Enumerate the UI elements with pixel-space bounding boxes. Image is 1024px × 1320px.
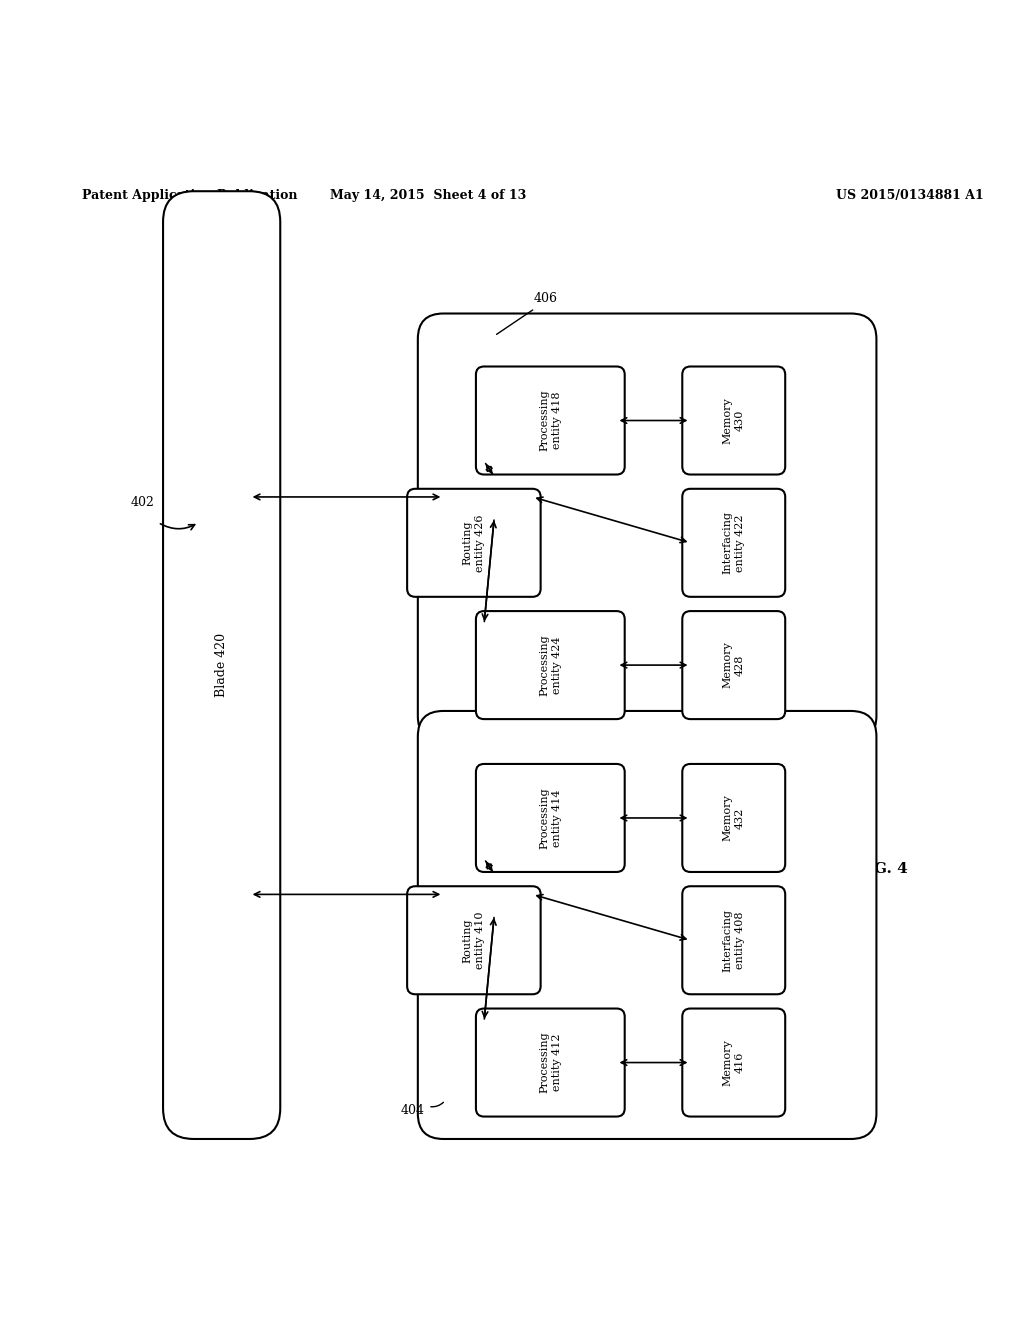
FancyBboxPatch shape	[163, 191, 281, 1139]
Text: May 14, 2015  Sheet 4 of 13: May 14, 2015 Sheet 4 of 13	[330, 189, 526, 202]
Text: Blade 420: Blade 420	[215, 634, 228, 697]
Text: 404: 404	[400, 1104, 425, 1117]
FancyBboxPatch shape	[476, 764, 625, 873]
Text: US 2015/0134881 A1: US 2015/0134881 A1	[836, 189, 983, 202]
Text: Interfacing
entity 408: Interfacing entity 408	[723, 908, 744, 972]
FancyBboxPatch shape	[418, 711, 877, 1139]
Text: Routing
entity 426: Routing entity 426	[463, 513, 485, 572]
Text: FIG. 4: FIG. 4	[856, 862, 908, 876]
Text: Interfacing
entity 422: Interfacing entity 422	[723, 511, 744, 574]
Text: 406: 406	[534, 292, 557, 305]
FancyBboxPatch shape	[682, 764, 785, 873]
Text: Routing
entity 410: Routing entity 410	[463, 912, 485, 969]
FancyBboxPatch shape	[408, 886, 541, 994]
FancyBboxPatch shape	[682, 886, 785, 994]
FancyBboxPatch shape	[682, 1008, 785, 1117]
Text: 402: 402	[131, 495, 155, 508]
FancyBboxPatch shape	[682, 367, 785, 474]
FancyBboxPatch shape	[682, 611, 785, 719]
Text: Processing
entity 414: Processing entity 414	[539, 787, 561, 849]
FancyBboxPatch shape	[408, 488, 541, 597]
FancyBboxPatch shape	[476, 1008, 625, 1117]
Text: Memory
416: Memory 416	[723, 1039, 744, 1086]
Text: Memory
428: Memory 428	[723, 642, 744, 689]
FancyBboxPatch shape	[476, 367, 625, 474]
Text: Processing
entity 418: Processing entity 418	[539, 389, 561, 451]
Text: Patent Application Publication: Patent Application Publication	[82, 189, 297, 202]
Text: Processing
entity 424: Processing entity 424	[539, 635, 561, 696]
FancyBboxPatch shape	[476, 611, 625, 719]
Text: Processing
entity 412: Processing entity 412	[539, 1032, 561, 1093]
FancyBboxPatch shape	[682, 488, 785, 597]
FancyBboxPatch shape	[418, 314, 877, 742]
Text: Memory
432: Memory 432	[723, 795, 744, 841]
Text: Memory
430: Memory 430	[723, 397, 744, 444]
